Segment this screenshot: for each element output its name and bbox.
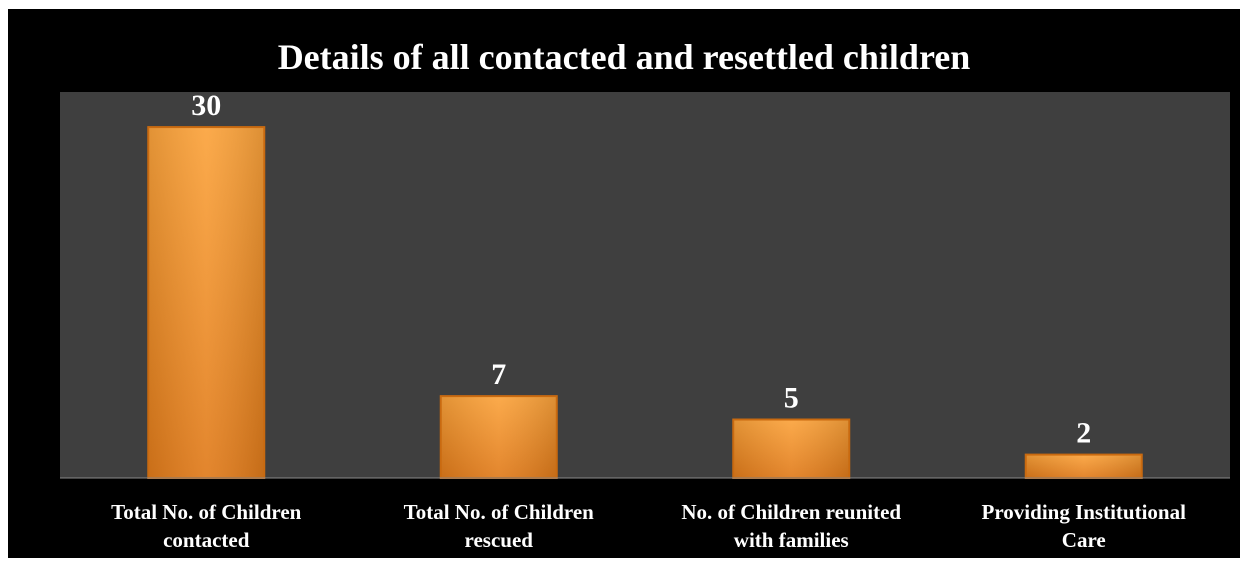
x-tick-label-2-line-1: with families bbox=[734, 528, 849, 552]
data-label-0: 30 bbox=[191, 89, 221, 122]
x-tick-label-0-line-1: contacted bbox=[163, 528, 250, 552]
data-label-1: 7 bbox=[491, 358, 506, 391]
chart-title: Details of all contacted and resettled c… bbox=[277, 37, 971, 77]
data-label-3: 2 bbox=[1076, 417, 1091, 450]
bar-shading-1 bbox=[441, 397, 556, 477]
bar-shading-3 bbox=[1026, 455, 1141, 477]
x-tick-label-0-line-0: Total No. of Children bbox=[111, 500, 302, 524]
data-label-2: 5 bbox=[784, 382, 799, 415]
x-tick-label-3-line-1: Care bbox=[1062, 528, 1106, 552]
x-tick-label-2-line-0: No. of Children reunited bbox=[681, 500, 901, 524]
x-tick-label-1-line-0: Total No. of Children bbox=[404, 500, 595, 524]
bar-shading-0 bbox=[149, 128, 264, 477]
x-tick-label-3-line-0: Providing Institutional bbox=[982, 500, 1187, 524]
x-tick-label-1-line-1: rescued bbox=[465, 528, 534, 552]
bar-shading-2 bbox=[734, 420, 849, 477]
